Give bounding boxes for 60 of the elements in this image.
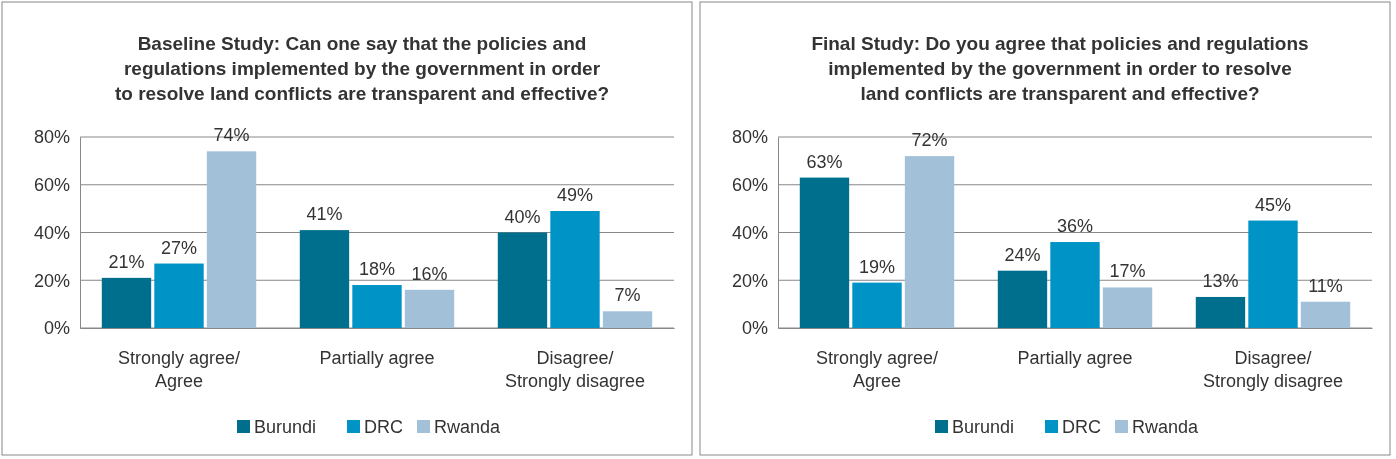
data-label: 18% <box>358 259 396 280</box>
data-label: 72% <box>911 130 948 151</box>
bar <box>997 270 1048 328</box>
bar <box>1195 296 1246 328</box>
data-label: 27% <box>160 237 198 258</box>
data-label: 49% <box>556 185 594 206</box>
y-tick-label: 20% <box>731 270 768 291</box>
data-label: 21% <box>108 251 145 272</box>
data-label: 63% <box>806 151 843 172</box>
legend-label: Rwanda <box>1132 417 1200 437</box>
data-label: 36% <box>1056 216 1094 237</box>
x-tick-label: Partially agree <box>1017 348 1133 368</box>
data-label: 7% <box>614 285 641 306</box>
bar <box>550 211 600 328</box>
y-tick-label: 80% <box>33 127 70 148</box>
y-tick-label: 60% <box>33 175 70 196</box>
data-label: 19% <box>858 256 896 277</box>
y-tick-label: 40% <box>731 222 768 243</box>
data-label: 40% <box>504 206 541 227</box>
bar <box>299 230 350 328</box>
legend-label: Burundi <box>952 417 1015 437</box>
bar <box>352 285 402 328</box>
bar <box>852 282 902 328</box>
data-label: 74% <box>213 125 250 146</box>
x-tick-label: Disagree/ Strongly disagree <box>1202 348 1344 391</box>
bar <box>1300 301 1351 328</box>
x-tick-label: Strongly agree/ Agree <box>815 348 939 391</box>
legend-label: Rwanda <box>434 417 502 437</box>
bar <box>206 151 257 328</box>
x-tick-label: Strongly agree/ Agree <box>117 348 241 391</box>
data-label: 24% <box>1004 244 1041 265</box>
legend-label: DRC <box>1062 417 1101 437</box>
chart-title: Final Study: Do you agree that policies and regulations implemented by the government in order to resolve land conflicts are transparent and effective? <box>811 33 1309 104</box>
y-tick-label: 60% <box>731 175 768 196</box>
y-tick-label: 20% <box>33 270 70 291</box>
y-tick-label: 0% <box>741 318 768 339</box>
x-tick-label: Partially agree <box>319 348 435 368</box>
legend-label: DRC <box>364 417 403 437</box>
bar <box>904 156 955 328</box>
data-label: 16% <box>411 263 448 284</box>
bar <box>1050 242 1100 328</box>
data-label: 41% <box>306 204 343 225</box>
y-tick-label: 80% <box>731 127 768 148</box>
bar <box>154 263 204 328</box>
bar <box>602 311 653 328</box>
x-tick-label: Disagree/ Strongly disagree <box>504 348 646 391</box>
bar <box>101 277 152 328</box>
bar <box>1102 287 1153 328</box>
y-tick-label: 0% <box>43 318 70 339</box>
data-label: 45% <box>1254 194 1292 215</box>
bar <box>1248 220 1298 328</box>
data-label: 17% <box>1109 261 1146 282</box>
bar <box>497 232 548 328</box>
bar <box>799 177 850 328</box>
y-tick-label: 40% <box>33 222 70 243</box>
legend-label: Burundi <box>254 417 317 437</box>
data-label: 13% <box>1202 270 1239 291</box>
chart-title: Baseline Study: Can one say that the policies and regulations implemented by the government in order to resolve land conflicts are transparent and effective? <box>114 33 610 104</box>
bar <box>404 289 455 328</box>
data-label: 11% <box>1308 275 1343 296</box>
